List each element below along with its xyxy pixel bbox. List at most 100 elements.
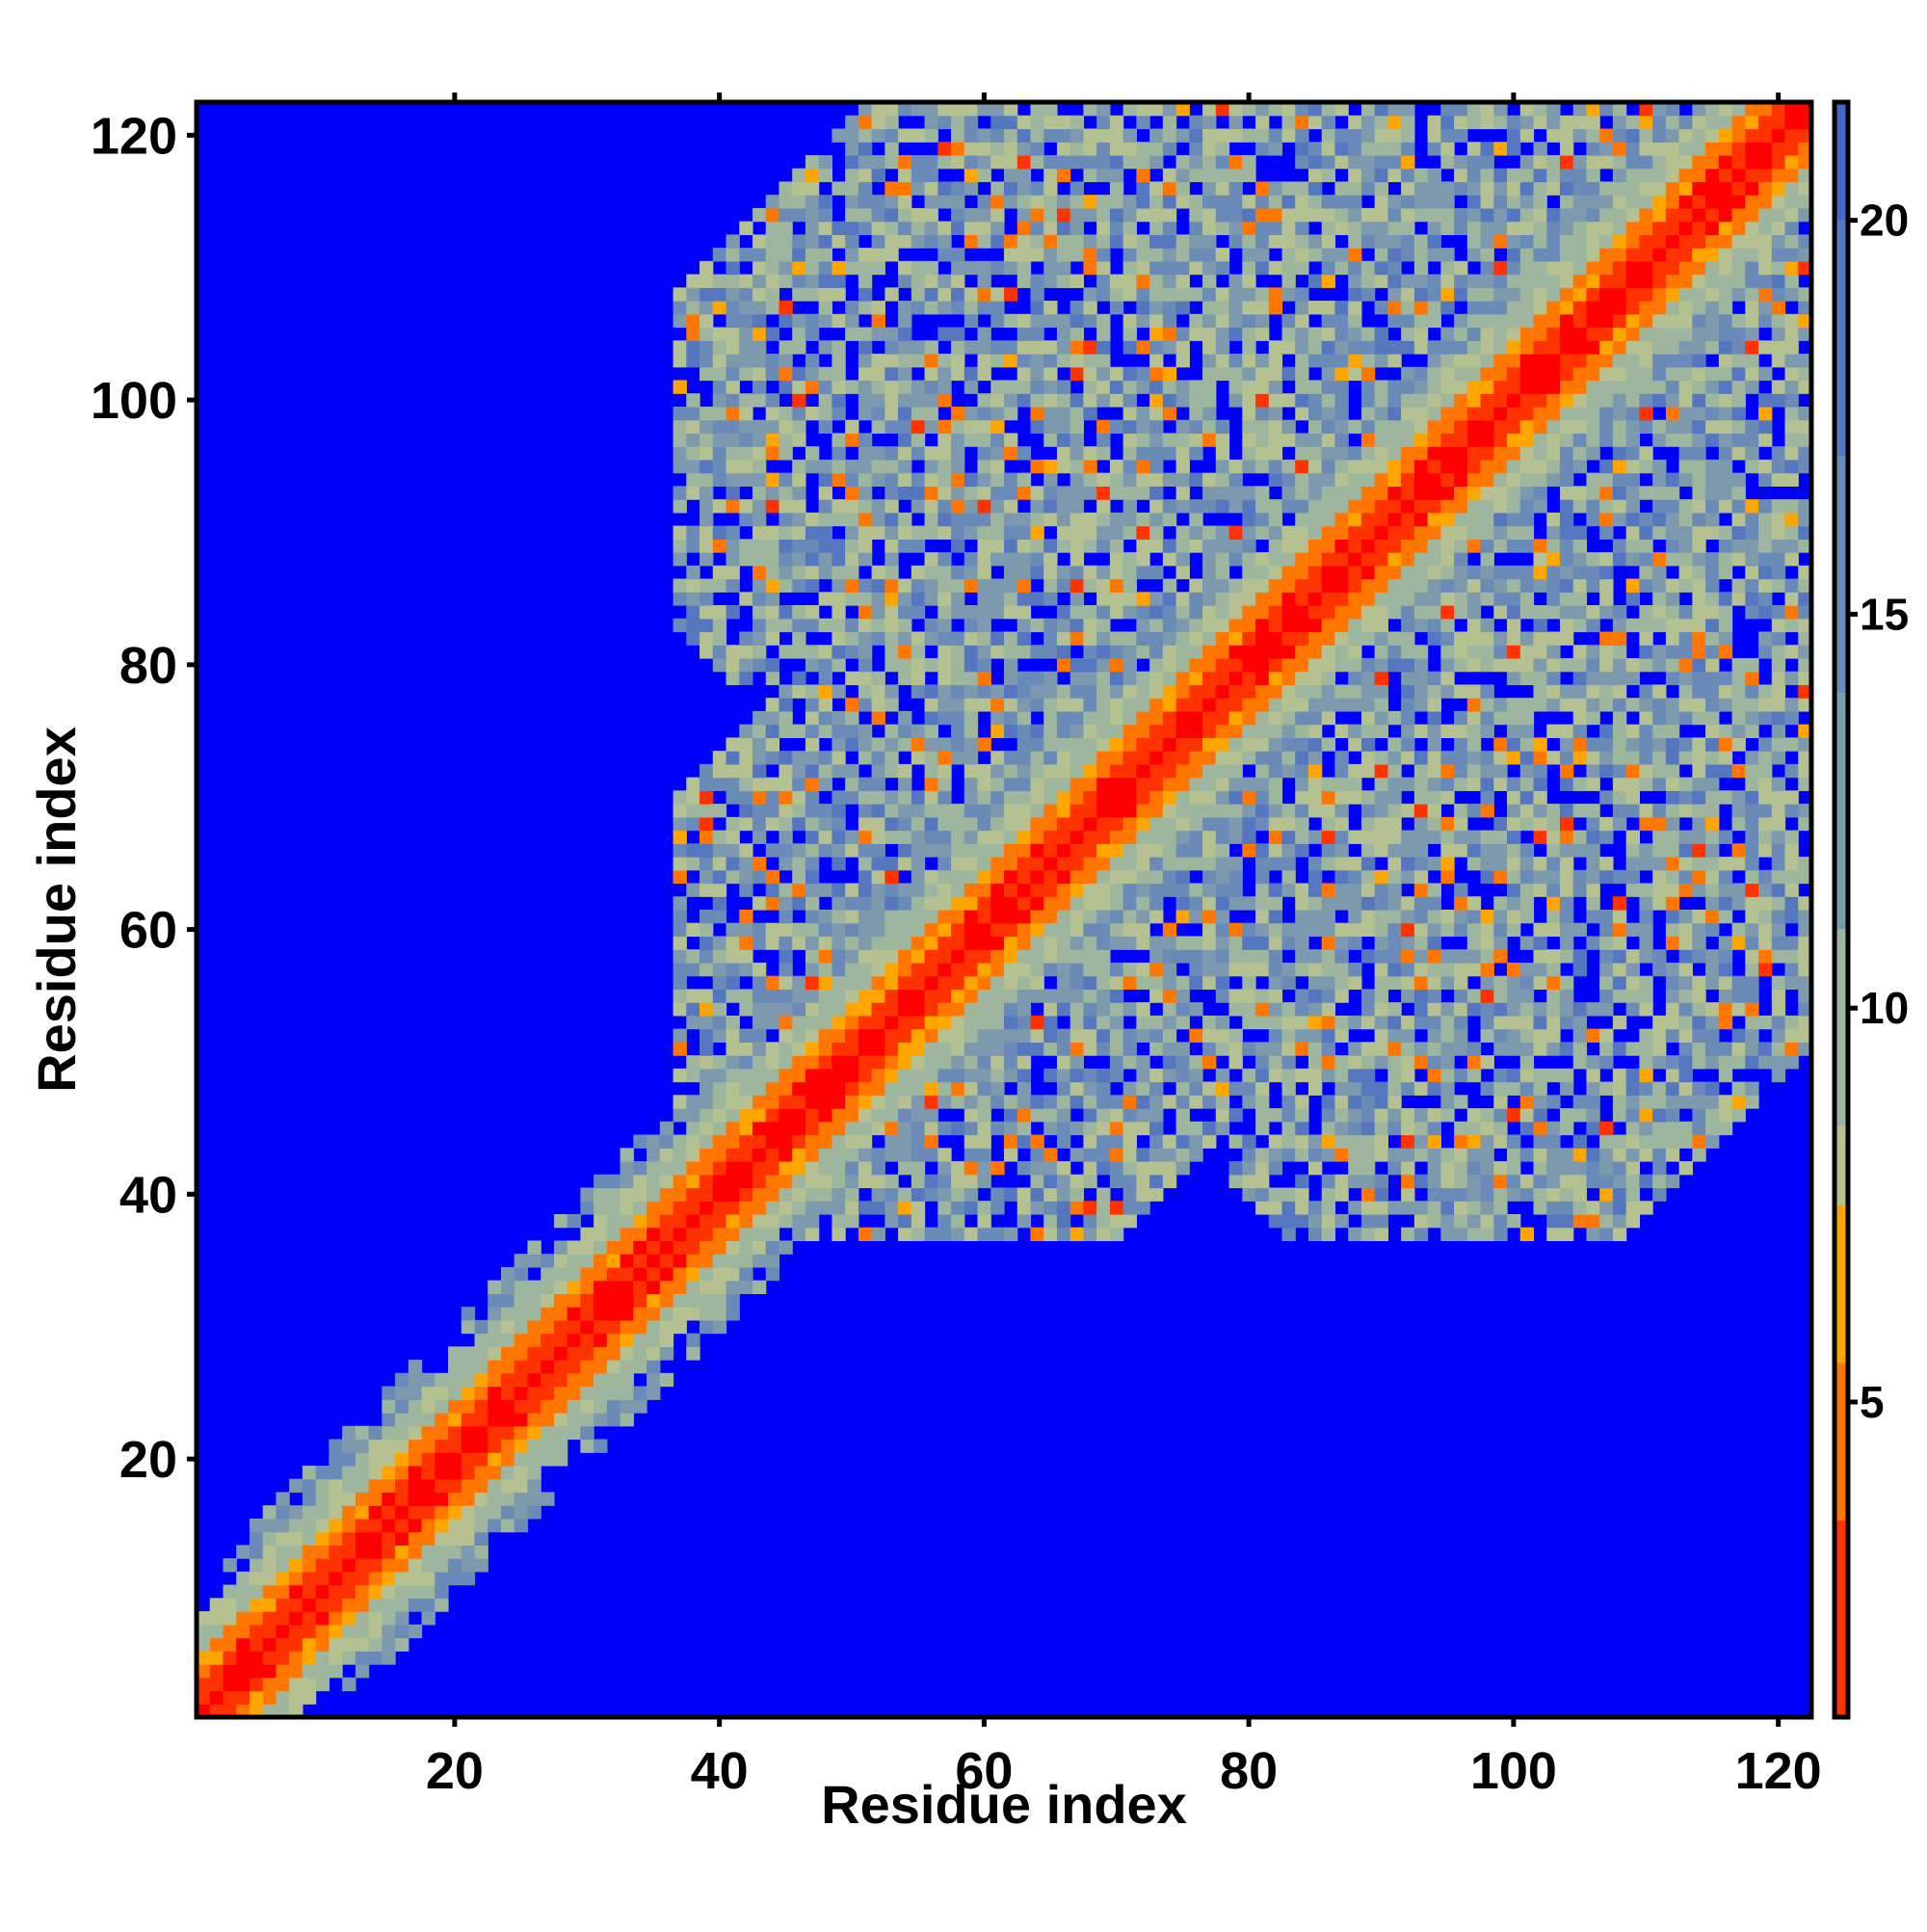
- heatmap-cell: [1387, 207, 1402, 223]
- heatmap-cell: [197, 1637, 211, 1652]
- heatmap-cell: [1348, 896, 1362, 911]
- heatmap-cell: [1321, 777, 1336, 791]
- heatmap-cell: [937, 195, 952, 209]
- heatmap-cell: [845, 1028, 859, 1043]
- heatmap-cell: [1281, 340, 1296, 355]
- heatmap-cell: [488, 1425, 502, 1441]
- heatmap-cell: [1255, 618, 1270, 633]
- heatmap-cell: [1136, 1108, 1150, 1123]
- heatmap-cell: [1162, 234, 1177, 249]
- heatmap-cell: [1440, 221, 1455, 235]
- heatmap-cell: [1321, 737, 1336, 752]
- heatmap-cell: [739, 1028, 753, 1043]
- heatmap-cell: [1228, 657, 1243, 673]
- heatmap-cell: [673, 552, 687, 567]
- heatmap-cell: [700, 354, 714, 368]
- heatmap-cell: [779, 684, 793, 699]
- heatmap-cell: [1083, 142, 1097, 156]
- heatmap-cell: [832, 1081, 846, 1096]
- heatmap-cell: [858, 1055, 873, 1070]
- heatmap-cell: [1162, 843, 1177, 858]
- heatmap-cell: [1056, 618, 1071, 633]
- heatmap-cell: [726, 301, 740, 315]
- heatmap-cell: [1189, 657, 1203, 673]
- heatmap-cell: [1069, 763, 1085, 779]
- heatmap-cell: [686, 1240, 700, 1255]
- heatmap-cell: [1056, 989, 1071, 1003]
- heatmap-cell: [1321, 565, 1336, 580]
- heatmap-cell: [1122, 234, 1137, 249]
- heatmap-cell: [884, 1121, 899, 1136]
- heatmap-cell: [739, 327, 753, 341]
- heatmap-cell: [1374, 181, 1388, 196]
- heatmap-cell: [1043, 936, 1058, 950]
- heatmap-cell: [739, 657, 753, 673]
- heatmap-cell: [1069, 274, 1085, 288]
- heatmap-cell: [1122, 1055, 1137, 1070]
- heatmap-cell: [1136, 883, 1150, 897]
- heatmap-cell: [1295, 962, 1309, 977]
- heatmap-cell: [594, 1293, 608, 1308]
- heatmap-cell: [937, 115, 952, 130]
- heatmap-cell: [1030, 128, 1044, 143]
- heatmap-cell: [1096, 499, 1111, 514]
- heatmap-cell: [1427, 1055, 1441, 1070]
- heatmap-cell: [223, 1624, 237, 1639]
- heatmap-cell: [1096, 234, 1111, 249]
- heatmap-cell: [871, 1028, 885, 1043]
- heatmap-cell: [1321, 195, 1336, 209]
- heatmap-cell: [1030, 313, 1044, 329]
- heatmap-cell: [1069, 737, 1085, 752]
- heatmap-cell: [382, 1545, 396, 1559]
- heatmap-cell: [964, 1095, 979, 1109]
- heatmap-cell: [594, 1439, 608, 1453]
- heatmap-cell: [1321, 883, 1336, 897]
- heatmap-cell: [1016, 804, 1032, 818]
- heatmap-cell: [1122, 578, 1137, 593]
- heatmap-cell: [342, 1637, 356, 1652]
- heatmap-cell: [633, 1227, 647, 1242]
- heatmap-cell: [1413, 181, 1429, 196]
- heatmap-cell: [1083, 301, 1097, 315]
- heatmap-cell: [673, 1187, 687, 1202]
- heatmap-cell: [1334, 301, 1349, 315]
- heatmap-cell: [832, 274, 846, 288]
- heatmap-cell: [924, 989, 938, 1003]
- heatmap-cell: [818, 1095, 833, 1109]
- heatmap-cell: [1348, 525, 1362, 540]
- heatmap-cell: [1307, 618, 1323, 633]
- heatmap-cell: [818, 525, 833, 540]
- heatmap-cell: [488, 1319, 502, 1335]
- heatmap-cell: [779, 645, 793, 659]
- heatmap-cell: [1215, 433, 1230, 447]
- heatmap-cell: [421, 1452, 436, 1467]
- heatmap-cell: [1281, 857, 1296, 871]
- heatmap-cell: [673, 1042, 687, 1056]
- heatmap-cell: [884, 565, 899, 580]
- heatmap-cell: [1321, 499, 1336, 514]
- heatmap-cell: [606, 1187, 621, 1202]
- heatmap-cell: [1295, 922, 1309, 938]
- heatmap-cell: [765, 1227, 780, 1242]
- heatmap-cell: [302, 1465, 317, 1480]
- heatmap-cell: [1228, 1042, 1243, 1056]
- heatmap-cell: [1281, 1055, 1296, 1070]
- heatmap-cell: [474, 1492, 488, 1506]
- heatmap-cell: [1069, 433, 1085, 447]
- heatmap-cell: [633, 1333, 647, 1347]
- heatmap-cell: [1242, 777, 1256, 791]
- heatmap-cell: [382, 1598, 396, 1612]
- heatmap-cell: [382, 1505, 396, 1520]
- heatmap-cell: [1056, 605, 1071, 620]
- heatmap-cell: [739, 857, 753, 871]
- heatmap-cell: [1189, 975, 1203, 991]
- heatmap-cell: [1454, 168, 1468, 183]
- heatmap-cell: [1242, 419, 1256, 435]
- heatmap-cell: [1401, 115, 1415, 130]
- heatmap-cell: [355, 1478, 370, 1494]
- heatmap-cell: [1043, 790, 1058, 805]
- heatmap-cell: [1387, 154, 1402, 170]
- heatmap-cell: [1122, 552, 1137, 567]
- heatmap-cell: [1466, 857, 1482, 871]
- heatmap-cell: [1427, 1187, 1441, 1202]
